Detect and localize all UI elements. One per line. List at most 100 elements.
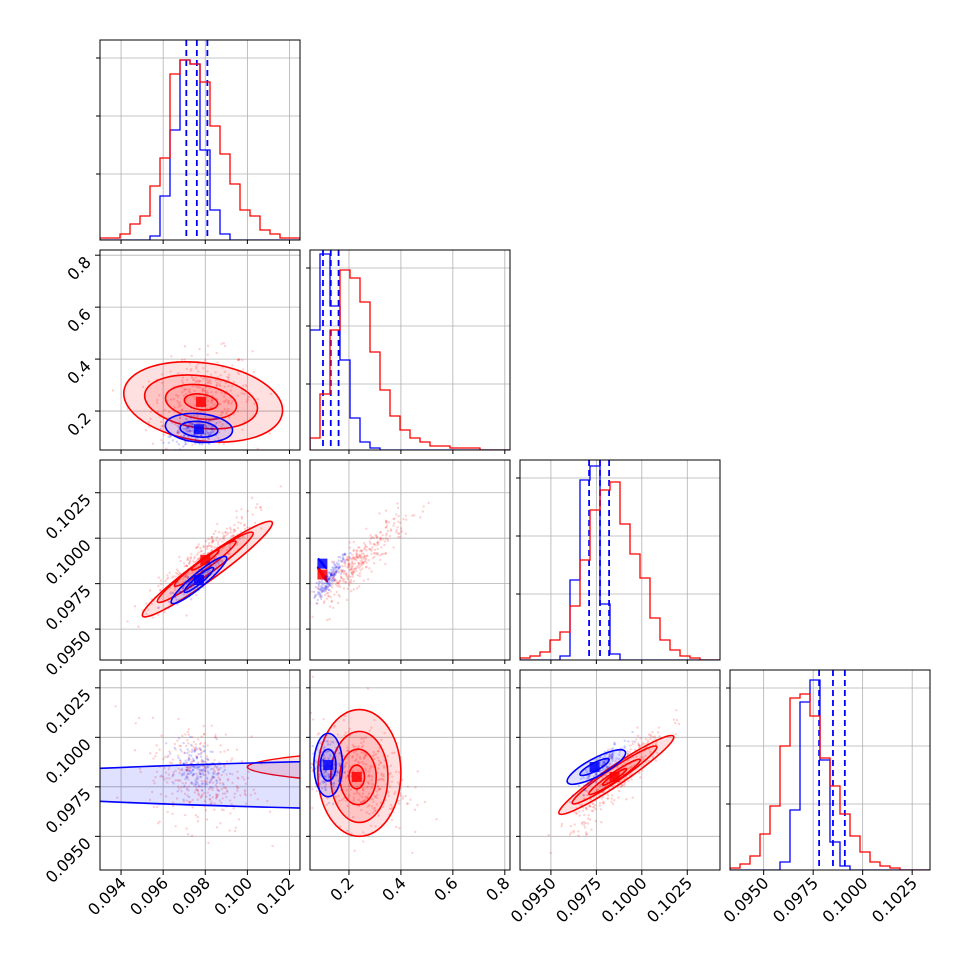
scatter-point xyxy=(241,368,245,371)
y-tick-label: 0.1025 xyxy=(42,685,95,738)
scatter-point xyxy=(560,822,564,826)
scatter-point xyxy=(217,768,220,772)
scatter-point xyxy=(344,574,348,577)
scatter-point xyxy=(335,774,338,777)
scatter-point xyxy=(162,776,165,779)
scatter-point xyxy=(202,553,205,556)
scatter-point xyxy=(355,549,359,552)
scatter-point xyxy=(320,586,323,589)
scatter-point xyxy=(334,795,337,798)
scatter-point xyxy=(328,578,332,581)
scatter-point xyxy=(377,767,380,770)
scatter-point xyxy=(347,574,350,578)
scatter-point xyxy=(377,763,381,767)
scatter-point xyxy=(171,775,174,778)
scatter-point xyxy=(226,790,229,794)
scatter-point xyxy=(657,731,660,734)
scatter-point xyxy=(412,514,416,517)
scatter-point xyxy=(215,779,218,783)
scatter-point xyxy=(384,526,388,529)
panel-frame xyxy=(519,459,721,661)
scatter-point xyxy=(586,822,590,825)
scatter-point xyxy=(399,527,403,530)
scatter-point xyxy=(627,767,630,770)
scatter-point xyxy=(587,817,590,820)
scatter-point xyxy=(221,792,225,795)
scatter-point xyxy=(360,751,363,755)
scatter-point xyxy=(207,381,211,385)
scatter-point xyxy=(186,770,189,773)
scatter-point xyxy=(202,544,205,548)
scatter-point xyxy=(423,800,427,804)
scatter-point xyxy=(599,808,603,811)
scatter-point xyxy=(347,774,350,778)
scatter-point xyxy=(147,608,150,612)
scatter-point xyxy=(177,371,180,375)
scatter-point xyxy=(333,763,336,767)
scatter-point xyxy=(355,553,358,556)
scatter-point xyxy=(208,797,212,801)
scatter-point xyxy=(322,582,325,585)
scatter-point xyxy=(211,788,214,792)
scatter-point xyxy=(360,550,363,553)
scatter-point xyxy=(366,578,370,581)
scatter-point xyxy=(378,778,382,781)
scatter-point xyxy=(231,535,234,538)
scatter-point xyxy=(330,774,333,777)
scatter-point xyxy=(178,787,181,790)
scatter-point xyxy=(195,786,198,789)
scatter-point xyxy=(332,573,336,576)
scatter-point xyxy=(351,568,354,571)
scatter-point xyxy=(214,417,217,420)
scatter-point xyxy=(677,722,681,726)
scatter-point xyxy=(362,831,365,834)
scatter-point xyxy=(372,536,375,539)
scatter-point xyxy=(204,782,207,786)
scatter-point xyxy=(197,792,200,796)
scatter-point xyxy=(188,772,191,776)
scatter-point xyxy=(324,774,327,778)
scatter-point xyxy=(205,755,209,758)
scatter-point xyxy=(195,365,198,368)
scatter-point xyxy=(329,568,333,571)
scatter-point xyxy=(360,561,364,565)
scatter-point xyxy=(313,590,316,594)
scatter-point xyxy=(338,579,341,583)
scatter-point xyxy=(229,759,233,762)
scatter-point xyxy=(167,767,171,771)
scatter-point xyxy=(188,572,192,575)
scatter-point xyxy=(184,733,187,736)
scatter-point xyxy=(368,547,371,550)
scatter-point xyxy=(212,776,215,779)
scatter-point xyxy=(406,785,410,788)
scatter-point xyxy=(188,427,191,431)
scatter-point xyxy=(207,544,210,547)
scatter-point xyxy=(357,760,360,763)
scatter-point xyxy=(195,748,199,751)
scatter-point xyxy=(211,430,215,434)
scatter-point xyxy=(174,779,177,782)
y-tick-label: 0.8 xyxy=(63,253,94,284)
scatter-point xyxy=(343,560,347,563)
scatter-point xyxy=(573,823,576,826)
scatter-point xyxy=(376,547,379,551)
scatter-point xyxy=(341,578,345,581)
scatter-point xyxy=(329,573,333,577)
scatter-point xyxy=(157,613,160,617)
scatter-point xyxy=(325,574,328,577)
scatter-point xyxy=(368,540,371,543)
scatter-point xyxy=(357,553,361,557)
scatter-point xyxy=(352,580,356,583)
scatter-point xyxy=(363,547,366,550)
scatter-point xyxy=(194,748,197,751)
scatter-point xyxy=(231,781,234,785)
scatter-point xyxy=(166,755,169,759)
scatter-point xyxy=(623,739,626,742)
scatter-point xyxy=(176,431,180,435)
density-peak xyxy=(589,762,600,773)
scatter-point xyxy=(240,760,244,763)
scatter-point xyxy=(610,747,613,751)
scatter-point xyxy=(215,797,218,800)
scatter-point xyxy=(644,754,647,758)
scatter-point xyxy=(342,577,346,581)
